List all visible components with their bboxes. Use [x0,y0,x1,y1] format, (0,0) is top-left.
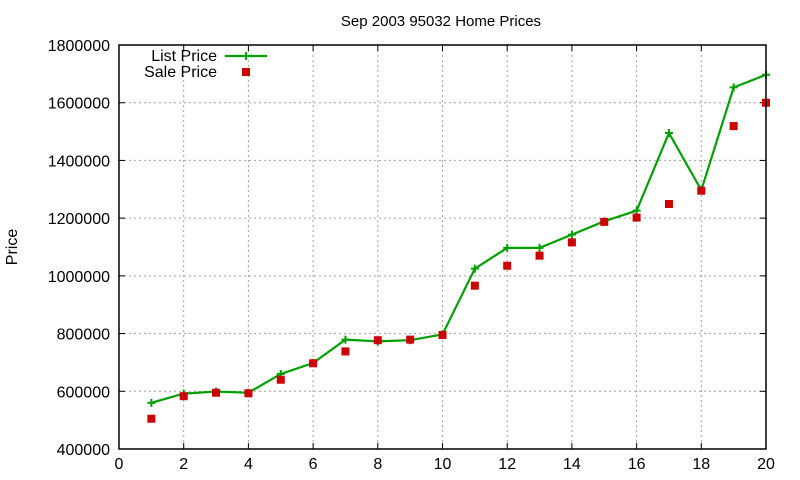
data-point [503,261,512,270]
y-tick-label: 800000 [57,327,110,344]
legend-label: Sale Price [144,64,217,81]
data-point [600,217,609,226]
y-tick-label: 1200000 [48,211,110,228]
series-sale-price [147,98,770,423]
legend-plus-icon [242,52,250,60]
data-point [470,264,479,273]
data-point [147,414,156,423]
y-tick-label: 1800000 [48,38,110,55]
y-tick-label: 400000 [57,442,110,459]
data-point [147,398,156,407]
x-tick-label: 2 [179,456,188,473]
data-point [373,336,382,345]
x-tick-label: 12 [498,456,516,473]
x-tick-label: 10 [434,456,452,473]
y-tick-label: 1600000 [48,96,110,113]
data-point [179,392,188,401]
x-tick-label: 20 [757,456,775,473]
plot-area [118,44,767,450]
x-tick-label: 0 [115,456,124,473]
data-point [664,129,673,138]
x-tick-label: 16 [628,456,646,473]
chart-title: Sep 2003 95032 Home Prices [341,13,541,30]
data-point [664,200,673,209]
data-point [470,281,479,290]
data-point [276,375,285,384]
data-point [341,335,350,344]
data-point [729,83,738,92]
x-tick-label: 4 [244,456,253,473]
data-point [729,122,738,131]
legend-square-icon [242,68,250,76]
axis-ticks [118,44,767,450]
data-point [406,335,415,344]
x-tick-label: 18 [692,456,710,473]
y-tick-label: 600000 [57,384,110,401]
x-tick-label: 6 [309,456,318,473]
y-axis-label: Price [4,229,21,266]
data-point [535,251,544,260]
series-layer [147,70,770,423]
data-point [535,243,544,252]
y-tick-label: 1000000 [48,269,110,286]
data-point [244,389,253,398]
tick-labels: 0 2 4 6 8 10 12 14 16 18 20 400000 600000 800000 10000… [48,38,775,473]
legend-label: List Price [151,48,217,65]
data-point [341,347,350,356]
data-point [438,331,447,340]
data-point [697,186,706,195]
data-point [632,213,641,222]
grid-lines [119,45,766,449]
data-point [503,243,512,252]
data-point [632,206,641,215]
series-list-price [147,70,770,407]
data-point [567,230,576,239]
x-tick-label: 8 [373,456,382,473]
data-point [309,359,318,368]
data-point [567,238,576,247]
y-tick-label: 1400000 [48,153,110,170]
x-tick-label: 14 [563,456,581,473]
data-point [212,388,221,397]
